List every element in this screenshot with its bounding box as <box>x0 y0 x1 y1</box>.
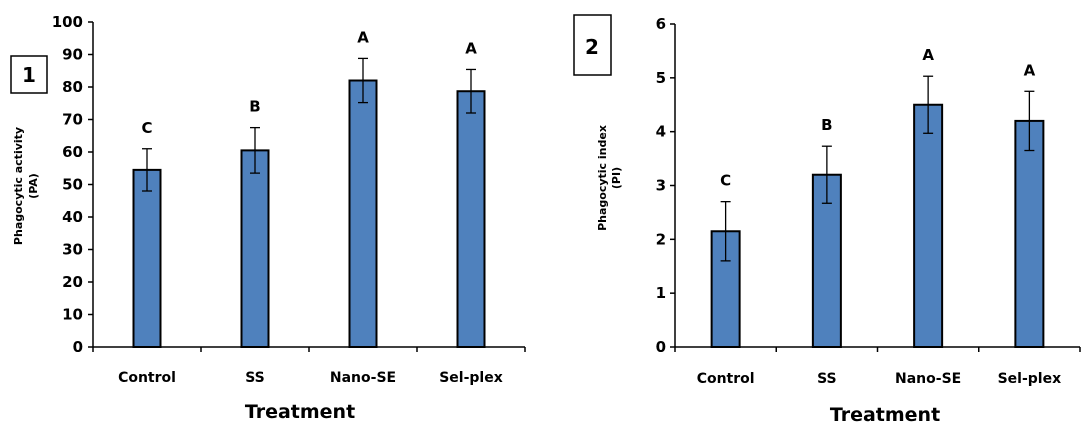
x-category-label: Control <box>697 371 755 387</box>
y-tick-label: 40 <box>62 208 83 226</box>
x-category-label: Sel-plex <box>439 370 503 386</box>
y-tick-label: 5 <box>656 69 666 87</box>
panel-label: 1 <box>22 63 36 87</box>
panel-label-box <box>573 14 612 76</box>
y-tick-label: 10 <box>62 306 83 324</box>
significance-letter: B <box>249 98 260 116</box>
y-tick-label: 2 <box>656 230 666 248</box>
y-axis-label-line1: Phagocytic index <box>596 125 609 231</box>
y-tick-label: 80 <box>62 78 83 96</box>
bar-sel-plex <box>456 90 486 348</box>
y-tick-label: 1 <box>656 284 666 302</box>
y-tick-label: 0 <box>656 338 666 356</box>
bar-sel-plex <box>1014 119 1045 349</box>
x-category-label: SS <box>245 370 265 386</box>
x-category-label: SS <box>817 371 837 387</box>
significance-letter: A <box>465 39 477 57</box>
significance-letter: C <box>720 172 731 190</box>
bar-nano-se <box>348 79 378 348</box>
significance-letter: A <box>1024 61 1036 79</box>
y-tick-label: 0 <box>73 338 83 356</box>
y-tick-label: 30 <box>62 241 83 259</box>
y-axis-label-line2: (PA) <box>27 173 40 199</box>
panel-label: 2 <box>585 35 599 59</box>
y-tick-label: 50 <box>62 176 83 194</box>
y-tick-label: 4 <box>656 123 666 141</box>
y-tick-label: 6 <box>656 15 666 33</box>
bar-ss <box>240 149 270 348</box>
bar-nano-se <box>913 103 944 348</box>
panel-label-box <box>10 55 48 94</box>
y-tick-label: 70 <box>62 111 83 129</box>
chart-phagocytic-index: 2 Phagocytic index (PI) Treatment 0 1 2 3 4 5… <box>573 14 1081 424</box>
y-axis-label-line2: (PI) <box>610 167 623 189</box>
x-category-label: Sel-plex <box>998 371 1062 387</box>
chart-phagocytic-activity: 1 Phagocytic activity (PA) Treatment 0 10… <box>10 13 526 423</box>
y-tick-label: 60 <box>62 143 83 161</box>
y-axis-label-line1: Phagocytic activity <box>12 127 25 245</box>
x-axis-label: Treatment <box>830 404 940 424</box>
x-axis-label: Treatment <box>245 401 355 423</box>
y-tick-label: 90 <box>62 46 83 64</box>
significance-letter: B <box>821 116 832 134</box>
significance-letter: A <box>357 28 369 46</box>
x-category-label: Nano-SE <box>330 370 396 386</box>
significance-letter: C <box>141 119 152 137</box>
y-tick-label: 100 <box>52 13 83 31</box>
x-category-label: Control <box>118 370 176 386</box>
x-category-label: Nano-SE <box>895 371 961 387</box>
y-tick-label: 3 <box>656 177 666 195</box>
bar-control <box>132 168 162 348</box>
significance-letter: A <box>922 46 934 64</box>
y-tick-label: 20 <box>62 273 83 291</box>
